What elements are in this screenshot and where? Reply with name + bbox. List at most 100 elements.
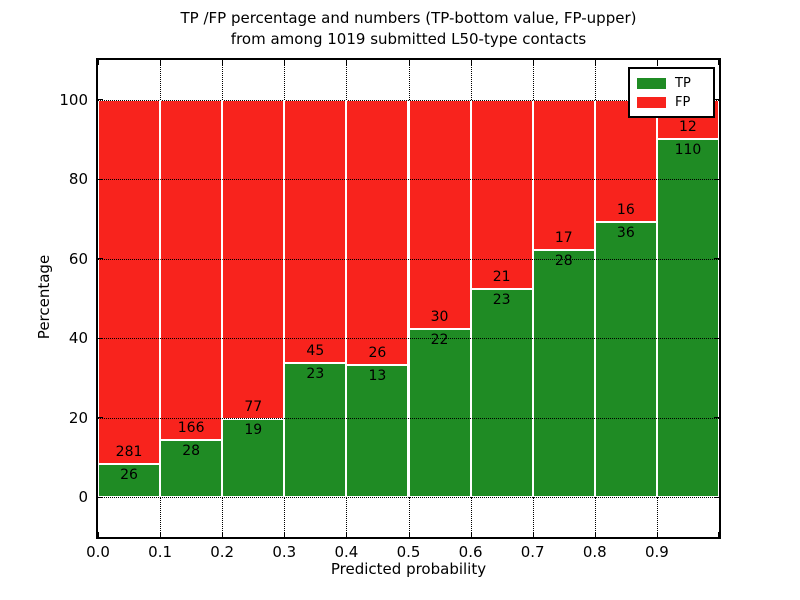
bar-label-tp-3: 23 xyxy=(306,365,325,382)
y-tick-right-40 xyxy=(714,337,719,339)
x-tick-top-10 xyxy=(718,60,719,65)
bar-segment-fp-6 xyxy=(470,99,533,290)
v-gridline-mid-5 xyxy=(408,99,410,498)
x-tick-label-0.9: 0.9 xyxy=(644,543,669,561)
v-gridline-bottom-7 xyxy=(532,497,534,537)
bar-label-fp-3: 45 xyxy=(306,342,325,359)
bar-label-tp-8: 36 xyxy=(616,225,635,242)
v-gridline-top-5 xyxy=(408,60,410,100)
legend-entry-fp: FP xyxy=(637,93,707,112)
y-tick-right-20 xyxy=(714,417,719,419)
bar-label-tp-6: 23 xyxy=(492,292,511,309)
bar-label-tp-9: 110 xyxy=(674,141,702,158)
v-gridline-bottom-6 xyxy=(470,497,472,537)
bar-segment-tp-1 xyxy=(160,439,223,498)
x-tick-top-5 xyxy=(408,60,410,65)
x-tick-top-9 xyxy=(656,60,658,65)
x-tick-bottom-6 xyxy=(470,532,472,537)
bar-segment-tp-5 xyxy=(408,329,471,498)
x-tick-bottom-7 xyxy=(532,532,534,537)
y-tick-label-100: 100 xyxy=(59,90,88,109)
bar-segment-fp-0 xyxy=(98,99,161,464)
x-tick-label-0.4: 0.4 xyxy=(334,543,359,561)
bar-label-tp-7: 28 xyxy=(554,252,573,269)
chart-title-line1: TP /FP percentage and numbers (TP-bottom… xyxy=(180,9,637,27)
x-tick-bottom-9 xyxy=(656,532,658,537)
bar-segment-tp-9 xyxy=(656,138,719,498)
v-gridline-mid-4 xyxy=(346,99,348,498)
v-gridline-top-6 xyxy=(470,60,472,100)
bar-label-fp-6: 21 xyxy=(492,269,511,286)
x-axis-label: Predicted probability xyxy=(330,560,487,578)
legend: TP FP xyxy=(628,67,715,118)
x-tick-top-1 xyxy=(160,60,162,65)
bar-segment-tp-6 xyxy=(470,289,533,498)
y-tick-label-80: 80 xyxy=(68,170,88,189)
v-gridline-bottom-1 xyxy=(160,497,162,537)
v-gridline-bottom-8 xyxy=(594,497,596,537)
y-tick-left-60 xyxy=(98,258,103,260)
bar-label-tp-5: 22 xyxy=(430,332,449,349)
bar-label-tp-4: 13 xyxy=(368,367,387,384)
bar-label-tp-2: 19 xyxy=(244,421,263,438)
x-tick-label-0.3: 0.3 xyxy=(272,543,297,561)
bar-segment-tp-7 xyxy=(532,249,595,498)
x-tick-top-8 xyxy=(594,60,596,65)
legend-label-tp: TP xyxy=(675,76,691,91)
v-gridline-top-3 xyxy=(284,60,286,100)
v-gridline-mid-3 xyxy=(284,99,286,498)
v-gridline-top-2 xyxy=(222,60,224,100)
y-tick-right-0 xyxy=(714,496,719,498)
bar-segment-fp-5 xyxy=(408,99,471,330)
y-tick-right-80 xyxy=(714,178,719,180)
x-tick-bottom-10 xyxy=(718,532,719,537)
x-tick-label-0.0: 0.0 xyxy=(86,543,110,561)
x-tick-label-0.5: 0.5 xyxy=(396,543,421,561)
x-tick-bottom-2 xyxy=(222,532,224,537)
bar-label-fp-0: 281 xyxy=(115,443,143,460)
x-tick-top-0 xyxy=(98,60,99,65)
v-gridline-top-1 xyxy=(160,60,162,100)
v-gridline-bottom-5 xyxy=(408,497,410,537)
v-gridline-mid-8 xyxy=(594,99,596,498)
y-tick-label-60: 60 xyxy=(68,249,88,268)
y-tick-left-100 xyxy=(98,99,103,101)
v-gridline-mid-1 xyxy=(160,99,162,498)
x-tick-label-0.8: 0.8 xyxy=(582,543,607,561)
x-tick-top-3 xyxy=(284,60,286,65)
v-gridline-bottom-9 xyxy=(656,497,658,537)
v-gridline-mid-7 xyxy=(532,99,534,498)
x-tick-label-0.6: 0.6 xyxy=(458,543,483,561)
x-tick-bottom-5 xyxy=(408,532,410,537)
tp-color-swatch xyxy=(637,78,666,89)
y-tick-label-40: 40 xyxy=(68,329,88,348)
x-tick-top-6 xyxy=(470,60,472,65)
fp-color-swatch xyxy=(637,97,666,108)
v-gridline-bottom-2 xyxy=(222,497,224,537)
v-gridline-top-4 xyxy=(346,60,348,100)
legend-label-fp: FP xyxy=(675,95,691,110)
x-tick-label-0.7: 0.7 xyxy=(520,543,545,561)
v-gridline-bottom-3 xyxy=(284,497,286,537)
bar-segment-tp-0 xyxy=(98,463,161,498)
bar-label-fp-8: 16 xyxy=(616,202,635,219)
x-tick-bottom-0 xyxy=(98,532,99,537)
y-tick-right-100 xyxy=(714,99,719,101)
x-tick-bottom-3 xyxy=(284,532,286,537)
x-tick-top-7 xyxy=(532,60,534,65)
y-tick-left-20 xyxy=(98,417,103,419)
x-tick-label-0.1: 0.1 xyxy=(148,543,173,561)
v-gridline-mid-6 xyxy=(470,99,472,498)
y-tick-left-40 xyxy=(98,337,103,339)
v-gridline-bottom-4 xyxy=(346,497,348,537)
y-tick-left-80 xyxy=(98,178,103,180)
y-tick-right-60 xyxy=(714,258,719,260)
bar-segment-fp-4 xyxy=(346,99,409,365)
bar-segment-fp-7 xyxy=(532,99,595,250)
bar-segment-fp-3 xyxy=(284,99,347,363)
bar-segment-fp-1 xyxy=(160,99,223,440)
v-gridline-mid-2 xyxy=(222,99,224,498)
chart-title-line2: from among 1019 submitted L50-type conta… xyxy=(230,30,587,48)
bar-label-tp-1: 28 xyxy=(182,442,201,459)
